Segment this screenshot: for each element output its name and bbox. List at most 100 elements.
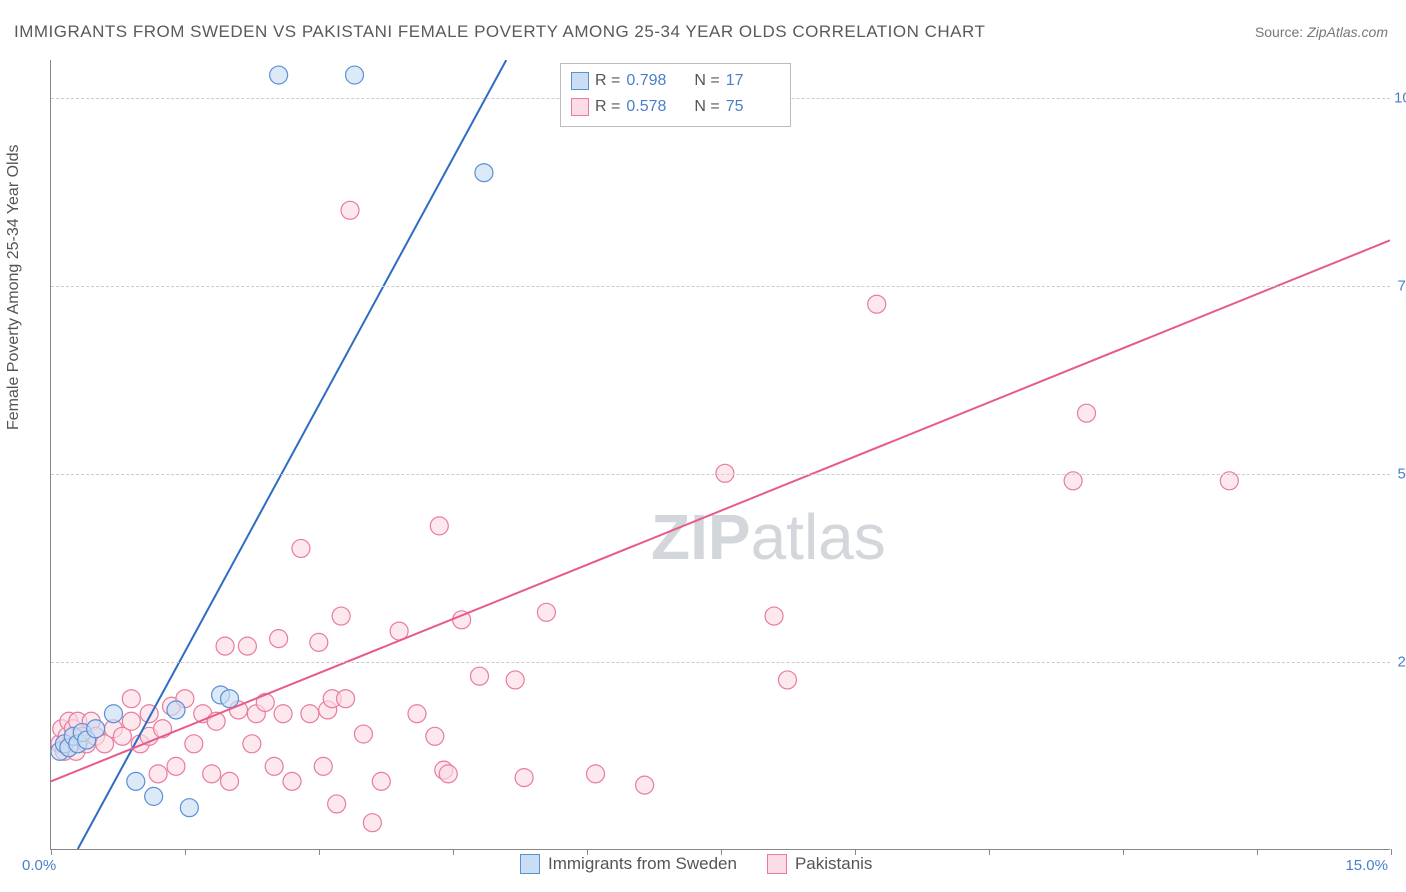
ytick-label: 25.0%: [1394, 653, 1406, 670]
data-point-pakistanis: [470, 667, 488, 685]
data-point-pakistanis: [62, 735, 80, 753]
watermark: ZIPatlas: [651, 500, 886, 574]
plot-area: ZIPatlas 25.0%50.0%75.0%100.0%: [50, 60, 1390, 850]
data-point-sweden: [221, 690, 239, 708]
n-label-2: N =: [694, 94, 719, 120]
xtick: [1257, 849, 1258, 855]
xtick: [1391, 849, 1392, 855]
data-point-sweden: [127, 772, 145, 790]
data-point-pakistanis: [430, 517, 448, 535]
data-point-sweden: [64, 727, 82, 745]
data-point-pakistanis: [408, 705, 426, 723]
data-point-pakistanis: [167, 757, 185, 775]
gridline: [51, 474, 1390, 475]
ytick-label: 75.0%: [1394, 277, 1406, 294]
gridline: [51, 662, 1390, 663]
ytick-label: 100.0%: [1394, 89, 1406, 106]
data-point-pakistanis: [354, 725, 372, 743]
r-value-sweden: 0.798: [626, 68, 678, 94]
data-point-pakistanis: [104, 720, 122, 738]
data-point-pakistanis: [426, 727, 444, 745]
data-point-pakistanis: [341, 201, 359, 219]
data-point-pakistanis: [363, 814, 381, 832]
data-point-pakistanis: [337, 690, 355, 708]
xtick: [51, 849, 52, 855]
source-name: ZipAtlas.com: [1307, 24, 1388, 40]
ytick-label: 50.0%: [1394, 465, 1406, 482]
data-point-sweden: [346, 66, 364, 84]
data-point-pakistanis: [87, 727, 105, 745]
data-point-pakistanis: [82, 712, 100, 730]
data-point-sweden: [55, 735, 73, 753]
data-point-pakistanis: [319, 701, 337, 719]
y-axis-label: Female Poverty Among 25-34 Year Olds: [5, 145, 23, 431]
data-point-pakistanis: [229, 701, 247, 719]
data-point-pakistanis: [58, 727, 76, 745]
data-point-pakistanis: [332, 607, 350, 625]
data-point-pakistanis: [506, 671, 524, 689]
xtick: [453, 849, 454, 855]
stats-row-pakistanis: R = 0.578 N = 75: [571, 94, 778, 120]
watermark-bold: ZIP: [651, 501, 751, 573]
data-point-pakistanis: [390, 622, 408, 640]
data-point-sweden: [87, 720, 105, 738]
legend-swatch-sweden: [520, 854, 540, 874]
data-point-sweden: [475, 164, 493, 182]
data-point-pakistanis: [140, 705, 158, 723]
data-point-pakistanis: [328, 795, 346, 813]
data-point-pakistanis: [636, 776, 654, 794]
data-point-pakistanis: [435, 761, 453, 779]
data-point-pakistanis: [238, 637, 256, 655]
data-point-pakistanis: [1078, 404, 1096, 422]
data-point-pakistanis: [185, 735, 203, 753]
data-point-pakistanis: [314, 757, 332, 775]
n-value-sweden: 17: [726, 68, 778, 94]
data-point-pakistanis: [60, 712, 78, 730]
data-point-pakistanis: [537, 603, 555, 621]
data-point-sweden: [78, 731, 96, 749]
data-point-pakistanis: [207, 712, 225, 730]
data-point-pakistanis: [122, 690, 140, 708]
data-point-pakistanis: [53, 720, 71, 738]
stats-row-sweden: R = 0.798 N = 17: [571, 68, 778, 94]
data-point-sweden: [180, 799, 198, 817]
data-point-pakistanis: [113, 727, 131, 745]
data-point-pakistanis: [216, 637, 234, 655]
data-point-pakistanis: [765, 607, 783, 625]
source-label: Source:: [1255, 24, 1303, 40]
data-point-pakistanis: [96, 735, 114, 753]
data-point-sweden: [270, 66, 288, 84]
data-point-pakistanis: [67, 742, 85, 760]
watermark-rest: atlas: [751, 501, 886, 573]
legend-item-sweden: Immigrants from Sweden: [520, 854, 737, 874]
chart-svg: [51, 60, 1390, 849]
data-point-pakistanis: [51, 735, 69, 753]
data-point-pakistanis: [256, 693, 274, 711]
trend-line-pakistanis: [51, 240, 1390, 781]
data-point-pakistanis: [64, 720, 82, 738]
xtick: [185, 849, 186, 855]
data-point-pakistanis: [868, 295, 886, 313]
data-point-sweden: [104, 705, 122, 723]
xtick-label-max: 15.0%: [1345, 857, 1388, 874]
data-point-pakistanis: [176, 690, 194, 708]
data-point-pakistanis: [149, 765, 167, 783]
chart-title: IMMIGRANTS FROM SWEDEN VS PAKISTANI FEMA…: [14, 22, 985, 42]
xtick-label-min: 0.0%: [22, 857, 56, 874]
data-point-pakistanis: [243, 735, 261, 753]
legend-swatch-pakistanis: [767, 854, 787, 874]
data-point-pakistanis: [439, 765, 457, 783]
data-point-pakistanis: [778, 671, 796, 689]
data-point-pakistanis: [283, 772, 301, 790]
stats-swatch-pakistanis: [571, 98, 589, 116]
n-label: N =: [694, 68, 719, 94]
xtick: [1123, 849, 1124, 855]
stats-legend-box: R = 0.798 N = 17 R = 0.578 N = 75: [560, 63, 791, 127]
data-point-sweden: [69, 735, 87, 753]
r-label: R =: [595, 68, 620, 94]
data-point-sweden: [73, 724, 91, 742]
data-point-pakistanis: [131, 735, 149, 753]
data-point-pakistanis: [78, 735, 96, 753]
legend-label-sweden: Immigrants from Sweden: [548, 854, 737, 874]
data-point-pakistanis: [247, 705, 265, 723]
